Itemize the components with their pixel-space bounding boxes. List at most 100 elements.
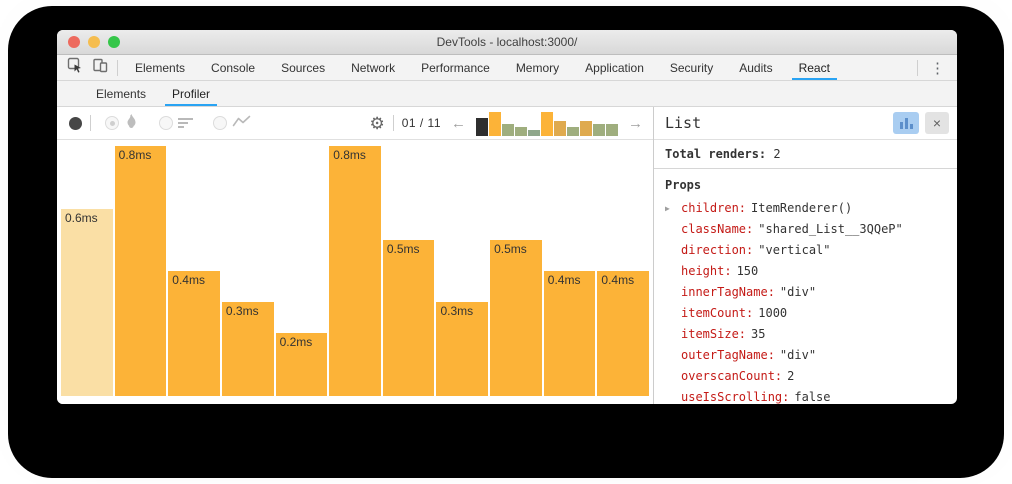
thumbnail-bar-2[interactable] <box>489 112 501 136</box>
tab-audits[interactable]: Audits <box>739 60 773 75</box>
prop-key: overscanCount: <box>681 369 783 383</box>
commit-bar-chart: 0.6ms 0.8ms 0.4ms 0.3ms 0.2ms 0.8ms 0.5ms 0.3ms… <box>57 140 653 404</box>
commit-bar-3[interactable]: 0.4ms <box>168 271 220 396</box>
flamegraph-option[interactable] <box>105 113 139 134</box>
prop-key: className: <box>681 222 754 236</box>
tab-network[interactable]: Network <box>351 60 396 75</box>
expand-triangle-icon[interactable]: ▶ <box>665 204 670 213</box>
interactions-option[interactable] <box>213 114 251 133</box>
thumbnail-bar-10[interactable] <box>593 124 605 136</box>
tab-performance[interactable]: Performance <box>421 60 490 75</box>
commit-bar-label: 0.6ms <box>65 211 98 225</box>
commit-bar-11[interactable]: 0.4ms <box>597 271 650 396</box>
interactions-icon <box>232 114 251 133</box>
ranked-option[interactable] <box>159 116 193 130</box>
prev-snapshot-arrow[interactable]: ← <box>451 114 466 132</box>
thumbnail-bar-6[interactable] <box>541 112 553 136</box>
thumbnail-bar-9[interactable] <box>580 121 592 136</box>
component-name: List <box>665 114 702 132</box>
commit-bar-5[interactable]: 0.2ms <box>275 333 328 396</box>
react-tab-profiler[interactable]: Profiler <box>159 81 223 106</box>
prop-value: false <box>794 390 831 404</box>
thumbnail-bar-8[interactable] <box>567 127 579 136</box>
radio-button[interactable] <box>159 116 173 130</box>
radio-button[interactable] <box>105 116 119 130</box>
commit-bar-4[interactable]: 0.3ms <box>221 302 274 396</box>
traffic-lights <box>68 30 120 54</box>
tab-security[interactable]: Security <box>669 60 714 75</box>
prop-row-itemCount: itemCount: 1000 <box>665 303 957 324</box>
thumbnail-bar-7[interactable] <box>554 121 566 136</box>
commit-bar-label: 0.5ms <box>386 242 420 256</box>
record-button[interactable] <box>69 116 82 130</box>
settings-gear-icon[interactable]: ⚙ <box>369 113 385 133</box>
commit-bar-6[interactable]: 0.8ms <box>329 146 381 396</box>
snapshot-position: 01 / 11 <box>401 116 441 130</box>
radio-button[interactable] <box>213 116 227 130</box>
total-renders: Total renders: 2 <box>654 140 957 169</box>
prop-row-overscanCount: overscanCount: 2 <box>665 366 957 387</box>
tab-react[interactable]: React <box>786 55 843 80</box>
prop-key: itemSize: <box>681 327 747 341</box>
prop-indent <box>665 303 681 324</box>
commit-bar-label: 0.5ms <box>494 242 527 256</box>
flame-icon <box>124 113 139 134</box>
prop-key: direction: <box>681 243 754 257</box>
total-renders-value: 2 <box>773 147 781 161</box>
prop-indent <box>665 240 681 261</box>
commit-bar-8[interactable]: 0.3ms <box>436 302 489 396</box>
prop-row-children: ▶ children: ItemRenderer() <box>665 198 957 219</box>
prop-key: useIsScrolling: <box>681 390 790 404</box>
commit-bar-1[interactable]: 0.6ms <box>61 209 113 396</box>
prop-indent <box>665 387 681 404</box>
tab-elements[interactable]: Elements <box>135 60 186 75</box>
prop-value: 2 <box>787 369 795 383</box>
next-snapshot-arrow[interactable]: → <box>628 114 643 132</box>
commit-bar-label: 0.3ms <box>440 304 474 318</box>
more-options-menu[interactable]: ⋮ <box>930 59 945 77</box>
props-heading: Props <box>665 178 702 192</box>
window-title: DevTools - localhost:3000/ <box>436 35 578 49</box>
zoom-window-button[interactable] <box>108 36 120 48</box>
total-renders-label: Total renders: <box>665 147 767 161</box>
commit-bar-9[interactable]: 0.5ms <box>490 240 542 396</box>
prop-row-direction: direction: "vertical" <box>665 240 957 261</box>
thumbnail-bar-3[interactable] <box>502 124 514 136</box>
commit-bar-7[interactable]: 0.5ms <box>382 240 435 396</box>
commit-bar-label: 0.8ms <box>118 148 152 162</box>
minimize-window-button[interactable] <box>88 36 100 48</box>
thumbnail-bar-5[interactable] <box>528 130 540 136</box>
prop-key: children: <box>681 201 747 215</box>
thumbnail-bar-4[interactable] <box>515 127 527 136</box>
thumbnail-bar-11[interactable] <box>606 124 618 136</box>
props-section: Props ▶ children: ItemRenderer() className:… <box>654 169 957 404</box>
tab-memory[interactable]: Memory <box>515 60 560 75</box>
snapshot-thumbnail-strip[interactable] <box>476 110 618 136</box>
inspect-element-icon[interactable] <box>67 57 83 78</box>
devtools-window: DevTools - localhost:3000/ Elements Conso… <box>57 30 957 404</box>
tab-console[interactable]: Console <box>211 60 256 75</box>
commit-bar-10[interactable]: 0.4ms <box>543 271 596 396</box>
commit-bar-label: 0.4ms <box>172 273 205 287</box>
prop-row-outerTagName: outerTagName: "div" <box>665 345 957 366</box>
close-window-button[interactable] <box>68 36 80 48</box>
tab-sources[interactable]: Sources <box>281 60 326 75</box>
prop-row-innerTagName: innerTagName: "div" <box>665 282 957 303</box>
render-chart-button[interactable] <box>893 112 919 134</box>
device-toolbar-icon[interactable] <box>92 57 108 78</box>
bar-chart-icon <box>899 122 903 129</box>
close-panel-button[interactable]: × <box>925 112 949 134</box>
commit-bar-2[interactable]: 0.8ms <box>114 146 167 396</box>
prop-indent <box>665 219 681 240</box>
prop-indent <box>665 366 681 387</box>
thumbnail-bar-1[interactable] <box>476 118 488 136</box>
prop-row-className: className: "shared_List__3QQeP" <box>665 219 957 240</box>
prop-indent <box>665 345 681 366</box>
profiler-toolbar: ⚙ 01 / 11 ← → <box>57 107 653 140</box>
react-tab-elements[interactable]: Elements <box>96 86 147 101</box>
divider <box>392 115 394 131</box>
prop-key: innerTagName: <box>681 285 775 299</box>
tab-application[interactable]: Application <box>585 60 644 75</box>
prop-key: itemCount: <box>681 306 754 320</box>
prop-value: "div" <box>779 285 817 299</box>
